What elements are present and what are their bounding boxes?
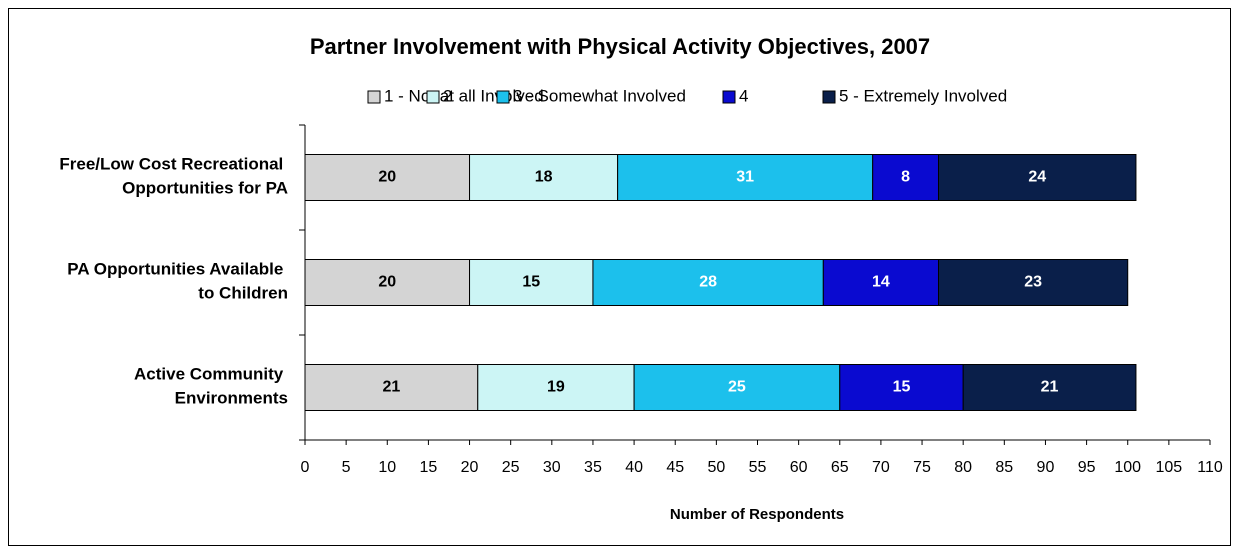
x-tick-label: 30 bbox=[543, 459, 561, 476]
legend-label: 5 - Extremely Involved bbox=[839, 86, 1007, 105]
data-label: 28 bbox=[699, 274, 717, 291]
x-tick-label: 100 bbox=[1114, 459, 1141, 476]
bar-segment bbox=[938, 154, 1137, 201]
data-label: 18 bbox=[535, 169, 553, 186]
x-tick-label: 35 bbox=[584, 459, 602, 476]
data-label: 23 bbox=[1024, 274, 1042, 291]
x-tick-label: 110 bbox=[1197, 459, 1223, 476]
bar-segment bbox=[938, 259, 1129, 306]
x-tick-label: 10 bbox=[378, 459, 396, 476]
bar-segment bbox=[822, 259, 939, 306]
data-label: 14 bbox=[872, 274, 890, 291]
x-axis-title: Number of Respondents bbox=[670, 506, 844, 523]
data-label: 31 bbox=[736, 169, 754, 186]
bar-segment bbox=[469, 259, 594, 306]
bar-segment bbox=[304, 259, 471, 306]
y-tick-label: Active Community Environments bbox=[134, 365, 288, 408]
x-tick-label: 105 bbox=[1156, 459, 1183, 476]
legend-swatch bbox=[426, 90, 440, 104]
x-tick-label: 90 bbox=[1037, 459, 1055, 476]
data-label: 20 bbox=[378, 274, 396, 291]
chart-title: Partner Involvement with Physical Activi… bbox=[310, 34, 930, 59]
x-tick-label: 65 bbox=[831, 459, 849, 476]
legend-label: 4 bbox=[739, 86, 748, 105]
legend-swatch bbox=[367, 90, 381, 104]
legend-swatch bbox=[496, 90, 510, 104]
data-label: 19 bbox=[547, 379, 565, 396]
x-tick-label: 80 bbox=[954, 459, 972, 476]
y-tick-label: Free/Low Cost Recreational Opportunities… bbox=[59, 155, 288, 198]
y-tick-label: PA Opportunities Available to Children bbox=[67, 260, 288, 303]
bar-segment bbox=[617, 154, 874, 201]
x-tick-label: 75 bbox=[913, 459, 931, 476]
legend-swatch bbox=[822, 90, 836, 104]
x-tick-label: 60 bbox=[790, 459, 808, 476]
x-tick-label: 95 bbox=[1078, 459, 1096, 476]
bar-segment bbox=[592, 259, 824, 306]
bar-segment bbox=[872, 154, 940, 201]
data-label: 8 bbox=[901, 169, 910, 186]
x-tick-label: 45 bbox=[666, 459, 684, 476]
data-label: 25 bbox=[728, 379, 746, 396]
data-label: 24 bbox=[1028, 169, 1046, 186]
bar-segment bbox=[962, 364, 1137, 411]
data-label: 20 bbox=[378, 169, 396, 186]
x-tick-label: 40 bbox=[625, 459, 643, 476]
legend-label: 3 - Somewhat Involved bbox=[513, 86, 686, 105]
bar-segment bbox=[469, 154, 619, 201]
legend-label: 2 bbox=[443, 86, 452, 105]
bar-segment bbox=[633, 364, 841, 411]
x-tick-label: 85 bbox=[995, 459, 1013, 476]
x-tick-label: 15 bbox=[420, 459, 438, 476]
x-tick-label: 0 bbox=[301, 459, 310, 476]
bar-segment bbox=[477, 364, 635, 411]
x-tick-label: 50 bbox=[707, 459, 725, 476]
data-label: 15 bbox=[893, 379, 911, 396]
data-label: 21 bbox=[382, 379, 400, 396]
x-tick-label: 55 bbox=[749, 459, 767, 476]
data-label: 21 bbox=[1041, 379, 1059, 396]
legend-swatch bbox=[722, 90, 736, 104]
x-tick-label: 5 bbox=[342, 459, 351, 476]
x-tick-label: 70 bbox=[872, 459, 890, 476]
data-label: 15 bbox=[522, 274, 540, 291]
x-tick-label: 20 bbox=[461, 459, 479, 476]
bar-segment bbox=[304, 364, 479, 411]
x-tick-label: 25 bbox=[502, 459, 520, 476]
